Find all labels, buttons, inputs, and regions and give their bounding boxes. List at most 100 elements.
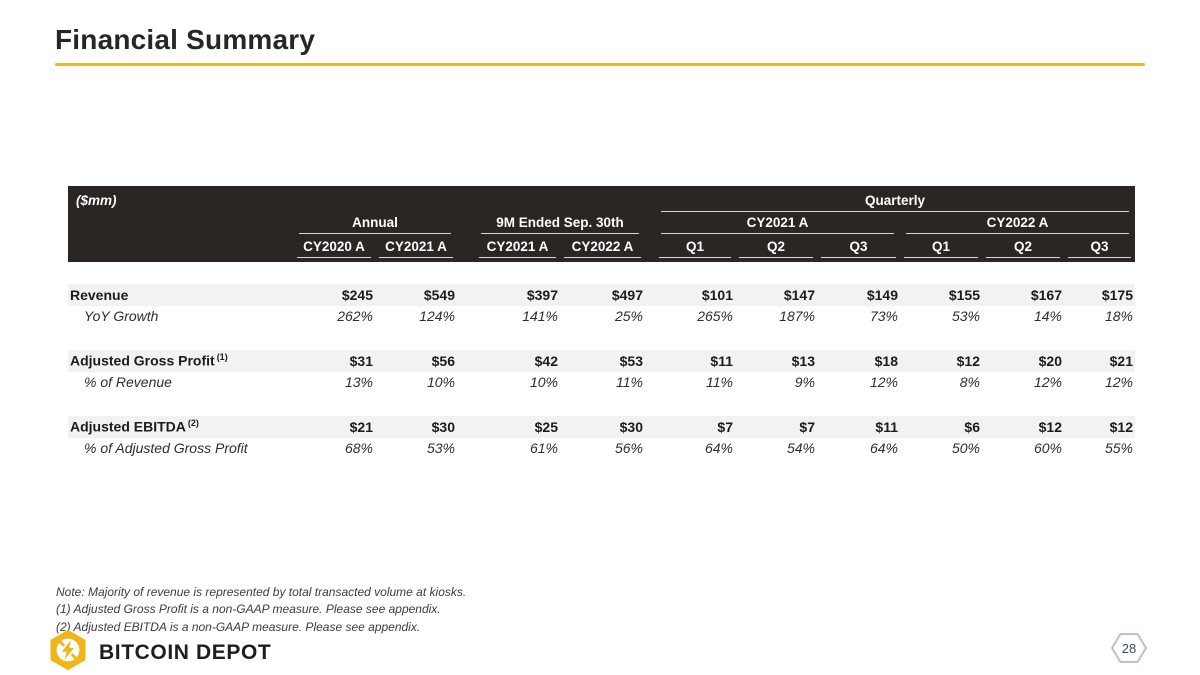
table-cell: $31 bbox=[349, 352, 373, 369]
table-cell: 53% bbox=[426, 440, 455, 457]
table-cell: 12% bbox=[869, 374, 898, 391]
table-cell: 124% bbox=[419, 308, 455, 325]
column-header: CY2022 A bbox=[560, 234, 645, 258]
row-label: Adjusted EBITDA (2) bbox=[70, 418, 199, 436]
table-cell: $101 bbox=[701, 286, 733, 303]
table-cell: 14% bbox=[1033, 308, 1062, 325]
footnote-marker: (2) bbox=[187, 418, 199, 429]
table-cell: $56 bbox=[431, 352, 455, 369]
table-cell: 54% bbox=[786, 440, 815, 457]
table-cell: 56% bbox=[614, 440, 643, 457]
column-header: Q1 bbox=[900, 234, 982, 258]
table-cell: $7 bbox=[717, 418, 733, 435]
column-header: Q1 bbox=[655, 234, 735, 258]
table-cell: 10% bbox=[529, 374, 558, 391]
table-cell: $25 bbox=[534, 418, 558, 435]
table-cell: 12% bbox=[1033, 374, 1062, 391]
table-cell: 262% bbox=[337, 308, 373, 325]
table-row-adjusted-ebitda: Adjusted EBITDA (2) $21 $30 $25 $30 $7 $7… bbox=[68, 416, 1135, 438]
table-cell: $549 bbox=[423, 286, 455, 303]
row-label: % of Revenue bbox=[84, 374, 172, 391]
table-cell: $12 bbox=[1038, 418, 1062, 435]
table-cell: 187% bbox=[779, 308, 815, 325]
table-cell: 68% bbox=[344, 440, 373, 457]
table-cell: 9% bbox=[794, 374, 815, 391]
table-cell: 60% bbox=[1033, 440, 1062, 457]
column-header: CY2021 A bbox=[475, 234, 560, 258]
row-label: Revenue bbox=[70, 286, 129, 303]
table-cell: 13% bbox=[344, 374, 373, 391]
page-title: Financial Summary bbox=[55, 24, 316, 55]
table-row-revenue: Revenue $245 $549 $397 $497 $101 $147 $1… bbox=[68, 284, 1135, 306]
unit-label: ($mm) bbox=[76, 193, 117, 208]
table-cell: $12 bbox=[956, 352, 980, 369]
table-cell: 64% bbox=[704, 440, 733, 457]
table-cell: $7 bbox=[799, 418, 815, 435]
group-header-quarterly: Quarterly bbox=[655, 189, 1135, 212]
table-cell: 12% bbox=[1104, 374, 1133, 391]
table-cell: $12 bbox=[1109, 418, 1133, 435]
column-header: Q3 bbox=[817, 234, 900, 258]
table-cell: 11% bbox=[706, 374, 733, 391]
table-cell: $11 bbox=[710, 352, 733, 369]
table-cell: $397 bbox=[526, 286, 558, 303]
footnote-line: (2) Adjusted EBITDA is a non-GAAP measur… bbox=[56, 619, 421, 634]
page-number: 28 bbox=[1121, 640, 1137, 656]
table-cell: 265% bbox=[697, 308, 733, 325]
brand-name: BITCOIN DEPOT bbox=[99, 640, 272, 664]
group-header-cy2022: CY2022 A bbox=[900, 212, 1135, 234]
column-header: CY2020 A bbox=[293, 234, 375, 258]
revenue-row-group: Revenue $245 $549 $397 $497 $101 $147 $1… bbox=[68, 284, 1135, 327]
table-cell: $30 bbox=[431, 418, 455, 435]
hexagon-icon bbox=[1111, 633, 1147, 663]
table-cell: $42 bbox=[534, 352, 558, 369]
footnote-marker: (1) bbox=[216, 352, 228, 363]
table-cell: $21 bbox=[1109, 352, 1133, 369]
bitcoin-depot-logo-icon bbox=[47, 629, 89, 675]
table-cell: 25% bbox=[614, 308, 643, 325]
column-header: Q2 bbox=[735, 234, 817, 258]
table-cell: 141% bbox=[522, 308, 558, 325]
table-cell: $11 bbox=[875, 418, 898, 435]
header-row-groups-top: ($mm) Quarterly bbox=[68, 189, 1135, 212]
column-header: CY2021 A bbox=[375, 234, 457, 258]
table-cell: 50% bbox=[951, 440, 980, 457]
footnotes: Note: Majority of revenue is represented… bbox=[56, 585, 466, 637]
table-row-pct-of-gross-profit: % of Adjusted Gross Profit 68% 53% 61% 5… bbox=[68, 438, 1135, 460]
gross-profit-row-group: Adjusted Gross Profit (1) $31 $56 $42 $53… bbox=[68, 350, 1135, 393]
table-cell: $149 bbox=[866, 286, 898, 303]
table-cell: 10% bbox=[426, 374, 455, 391]
table-cell: 11% bbox=[616, 374, 643, 391]
column-header: Q2 bbox=[982, 234, 1064, 258]
table-cell: 73% bbox=[869, 308, 898, 325]
table-cell: $155 bbox=[948, 286, 980, 303]
ebitda-row-group: Adjusted EBITDA (2) $21 $30 $25 $30 $7 $7… bbox=[68, 416, 1135, 459]
table-cell: 8% bbox=[959, 374, 980, 391]
table-cell: $18 bbox=[874, 352, 898, 369]
table-cell: $30 bbox=[619, 418, 643, 435]
footnote-line: Note: Majority of revenue is represented… bbox=[56, 585, 467, 599]
table-row-adjusted-gross-profit: Adjusted Gross Profit (1) $31 $56 $42 $53… bbox=[68, 350, 1135, 372]
header-row-columns: CY2020 A CY2021 A CY2021 A CY2022 A Q1 Q… bbox=[68, 234, 1135, 258]
header-row-groups: Annual 9M Ended Sep. 30th CY2021 A CY202… bbox=[68, 212, 1135, 234]
group-header-cy2021: CY2021 A bbox=[655, 212, 900, 234]
table-cell: $53 bbox=[619, 352, 643, 369]
row-label: Adjusted Gross Profit (1) bbox=[70, 352, 228, 370]
row-label: YoY Growth bbox=[84, 308, 159, 325]
table-cell: $21 bbox=[349, 418, 373, 435]
table-cell: 18% bbox=[1104, 308, 1133, 325]
table-cell: $147 bbox=[783, 286, 815, 303]
group-header-annual: Annual bbox=[293, 212, 457, 234]
table-row-yoy-growth: YoY Growth 262% 124% 141% 25% 265% 187% … bbox=[68, 306, 1135, 328]
column-header: Q3 bbox=[1064, 234, 1135, 258]
table-cell: 53% bbox=[951, 308, 980, 325]
table-cell: 55% bbox=[1104, 440, 1133, 457]
table-cell: 61% bbox=[529, 440, 558, 457]
table-cell: $175 bbox=[1101, 286, 1133, 303]
table-cell: $245 bbox=[341, 286, 373, 303]
table-row-pct-of-revenue: % of Revenue 13% 10% 10% 11% 11% 9% 12% … bbox=[68, 372, 1135, 394]
bitcoin-depot-logo: BITCOIN DEPOT bbox=[47, 629, 271, 675]
table-cell: $20 bbox=[1038, 352, 1062, 369]
table-cell: $167 bbox=[1030, 286, 1062, 303]
